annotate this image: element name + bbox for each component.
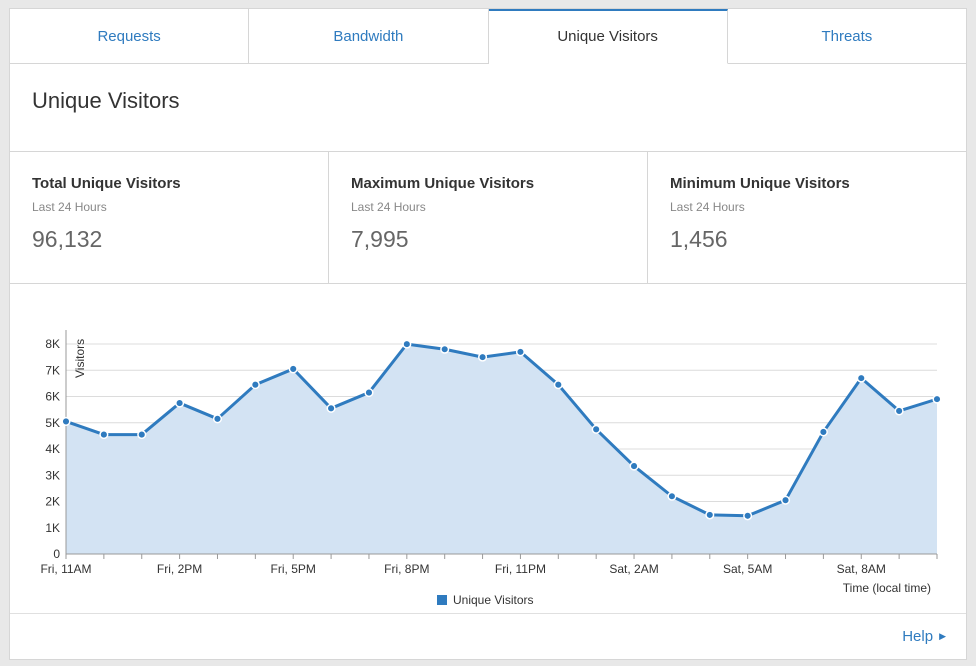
data-point [743,511,753,521]
y-tick-label: 0 [53,547,60,561]
caret-right-icon: ▶ [939,631,946,641]
stat-total-unique-visitors: Total Unique Visitors Last 24 Hours 96,1… [10,152,329,283]
data-point [288,364,298,374]
y-tick-label: 4K [45,442,60,456]
chart-area: 0 1K 2K 3K 4K 5K 6K 7K 8K Fri, 11AM Fri, 2PM Fri, 5… [10,284,966,614]
data-point [894,406,904,416]
page-title: Unique Visitors [10,64,966,152]
tab-unique-visitors[interactable]: Unique Visitors [488,9,728,64]
y-tick-label: 6K [45,390,60,404]
legend-swatch [437,595,447,605]
stat-period: Last 24 Hours [670,200,745,214]
data-point [402,339,412,349]
x-axis-title: Time (local time) [843,581,931,595]
data-point [629,461,639,471]
series-area [66,344,937,554]
data-point [818,427,828,437]
data-point [780,495,791,505]
y-tick-label: 8K [45,337,60,351]
data-point [212,414,223,424]
x-tick-label: Sat, 5AM [723,562,772,576]
traffic-card: Requests Bandwidth Unique Visitors Threa… [9,8,967,660]
series-line [65,342,938,518]
data-point [326,403,336,413]
y-tick-label: 1K [45,521,60,535]
stat-period: Last 24 Hours [351,200,426,214]
y-tick-label: 3K [45,468,60,482]
data-point [137,430,147,440]
tab-requests[interactable]: Requests [10,9,250,63]
stat-minimum-unique-visitors: Minimum Unique Visitors Last 24 Hours 1,… [648,152,966,283]
data-point [515,347,525,357]
stat-value: 1,456 [670,226,728,252]
x-tick-label: Fri, 11AM [40,562,91,576]
data-point [705,510,715,520]
x-tick-label: Fri, 8PM [384,562,429,576]
stat-period: Last 24 Hours [32,200,107,214]
x-tick-label: Fri, 5PM [271,562,316,576]
x-tick-label: Fri, 2PM [157,562,202,576]
unique-visitors-chart: 0 1K 2K 3K 4K 5K 6K 7K 8K Fri, 11AM Fri, 2PM Fri, 5… [40,330,942,607]
data-point [667,491,677,501]
x-tick-label: Sat, 8AM [837,562,886,576]
stat-title: Maximum Unique Visitors [351,175,535,192]
help-link[interactable]: Help [902,628,934,645]
legend-label: Unique Visitors [453,593,533,607]
card-footer: Help ▶ [10,613,966,659]
stat-title: Minimum Unique Visitors [670,175,850,192]
y-axis-title: Visitors [73,339,87,378]
x-tick-label: Fri, 11PM [495,562,546,576]
data-point [591,424,601,434]
tab-bar: Requests Bandwidth Unique Visitors Threa… [10,9,966,64]
data-point [440,344,450,354]
stats-row: Total Unique Visitors Last 24 Hours 96,1… [10,152,966,284]
x-tick-label: Sat, 2AM [609,562,658,576]
data-point [364,388,374,398]
tab-bandwidth[interactable]: Bandwidth [249,9,489,63]
stat-title: Total Unique Visitors [32,175,181,192]
tab-threats[interactable]: Threats [727,9,966,63]
stat-value: 7,995 [351,226,409,252]
y-tick-label: 7K [45,363,60,377]
data-point [478,352,488,362]
stat-maximum-unique-visitors: Maximum Unique Visitors Last 24 Hours 7,… [329,152,648,283]
data-point [99,430,109,440]
data-point [61,416,71,426]
data-point [250,380,260,390]
stat-value: 96,132 [32,226,103,252]
y-tick-label: 2K [45,495,60,509]
data-point [553,380,563,390]
y-tick-label: 5K [45,416,60,430]
data-point [175,398,185,408]
data-point [932,394,942,404]
data-point [856,373,866,383]
